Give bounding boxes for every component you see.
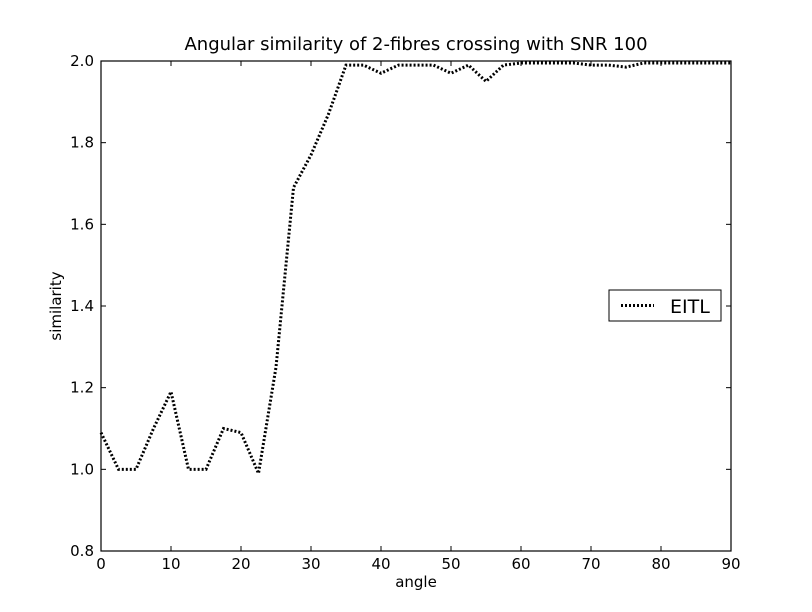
chart-title: Angular similarity of 2-fibres crossing … bbox=[184, 34, 647, 55]
x-tick-label: 50 bbox=[441, 555, 460, 573]
x-tick-label: 80 bbox=[651, 555, 670, 573]
x-tick-label: 90 bbox=[721, 555, 740, 573]
legend: EITL bbox=[608, 289, 722, 322]
plot-area bbox=[99, 61, 731, 479]
x-tick-label: 20 bbox=[231, 555, 250, 573]
x-tick-label: 60 bbox=[511, 555, 530, 573]
y-tick-label: 1.0 bbox=[70, 460, 94, 478]
y-tick-label: 2.0 bbox=[70, 52, 94, 70]
x-tick-label: 40 bbox=[371, 555, 390, 573]
legend-label-eitl: EITL bbox=[670, 296, 710, 318]
x-tick-label: 70 bbox=[581, 555, 600, 573]
y-tick-label: 1.6 bbox=[70, 215, 94, 233]
y-tick-label: 1.8 bbox=[70, 134, 94, 152]
axis-ticks: 0 10 20 30 40 50 60 70 80 90 0.8 1.0 1.2 1.4 1.6 1.8 2.0 bbox=[70, 52, 740, 573]
x-tick-label: 10 bbox=[161, 555, 180, 573]
y-axis-label: similarity bbox=[47, 271, 65, 340]
y-tick-label: 1.4 bbox=[70, 297, 94, 315]
x-tick-label: 0 bbox=[96, 555, 106, 573]
y-tick-label: 0.8 bbox=[70, 542, 94, 560]
x-axis-label: angle bbox=[395, 573, 437, 591]
x-tick-label: 30 bbox=[301, 555, 320, 573]
series-line-eitl bbox=[99, 61, 731, 479]
y-tick-label: 1.2 bbox=[70, 379, 94, 397]
legend-box bbox=[608, 289, 722, 322]
